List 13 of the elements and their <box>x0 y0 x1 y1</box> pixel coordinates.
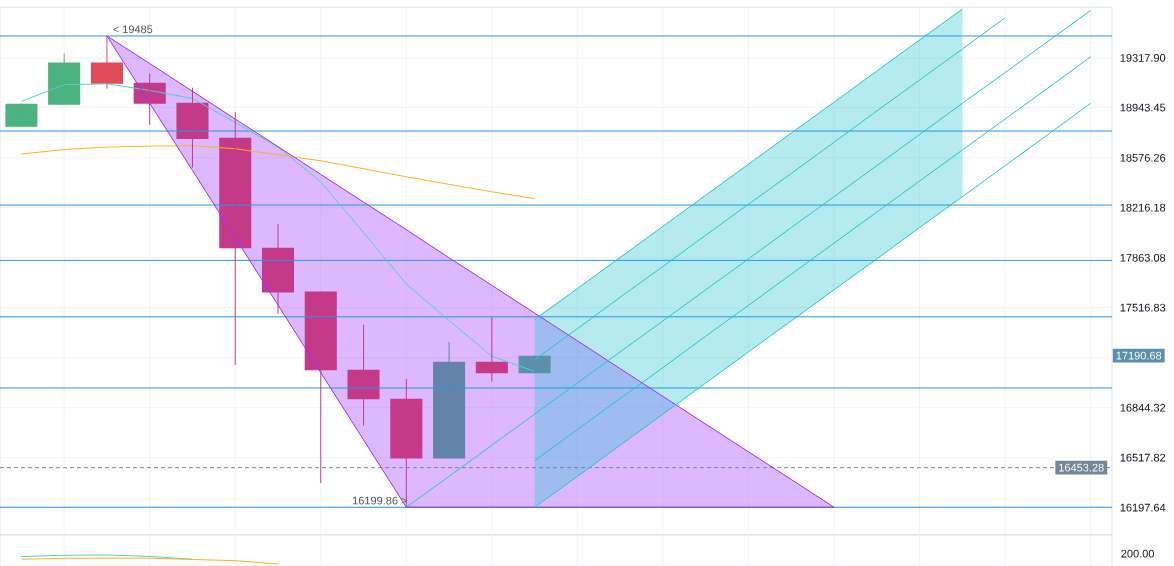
y-tick-label: 17516.83 <box>1120 303 1166 312</box>
y-tick-label: 19317.90 <box>1120 54 1166 62</box>
y-tick-label: 16197.64 <box>1120 503 1166 512</box>
y-tick-label: 18576.26 <box>1120 153 1166 162</box>
ref-line-label: 16453.28 <box>1059 463 1104 472</box>
y-tick-label: 16517.82 <box>1120 453 1166 462</box>
text: 200.00 <box>1121 549 1155 558</box>
y-tick-label: 18216.18 <box>1120 203 1166 212</box>
text: 17190.68 <box>1116 351 1162 360</box>
y-tick-label: 16844.32 <box>1120 403 1166 412</box>
y-tick-label: 18943.45 <box>1120 103 1166 112</box>
y-tick-label: 17863.08 <box>1120 253 1166 262</box>
annotation: < 19485 <box>113 25 153 34</box>
